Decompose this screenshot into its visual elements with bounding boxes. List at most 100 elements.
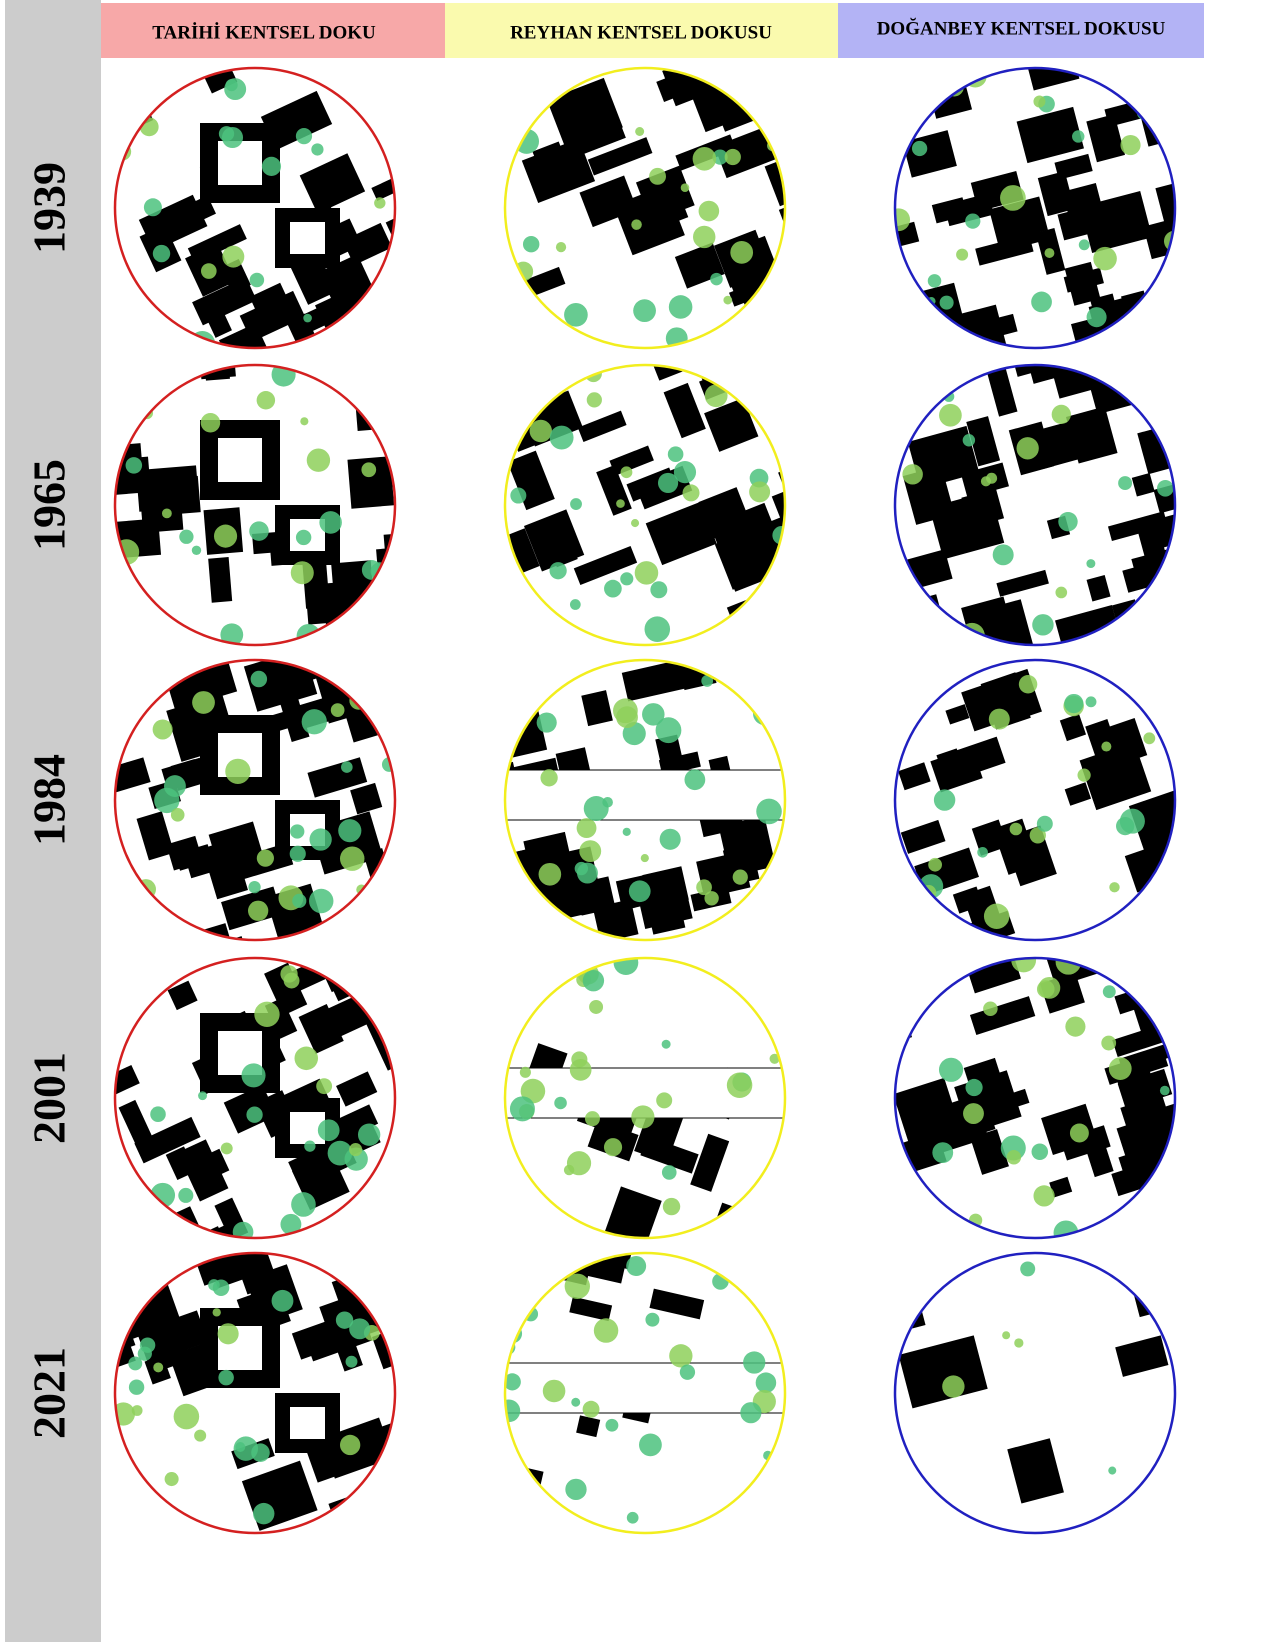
tree [667, 446, 684, 463]
building [1103, 322, 1134, 348]
building [971, 819, 1008, 856]
tree [992, 544, 1014, 566]
tree [1085, 696, 1097, 708]
tree [710, 272, 723, 286]
tree [538, 862, 562, 886]
tree [248, 900, 269, 921]
tree [549, 562, 567, 580]
tree [569, 599, 581, 610]
tree [1065, 1016, 1086, 1037]
building [1128, 786, 1175, 853]
tree [659, 828, 681, 850]
tree [704, 891, 719, 906]
building [903, 1099, 970, 1145]
tree [755, 1372, 777, 1393]
tree [510, 487, 527, 504]
tree [213, 524, 238, 548]
map [115, 660, 395, 940]
tree [360, 690, 370, 701]
header-cell [445, 3, 838, 58]
building [718, 816, 776, 877]
header-cell [838, 3, 1204, 58]
tree [767, 372, 785, 396]
tree [712, 149, 728, 165]
tree [726, 1072, 753, 1098]
tree [1018, 674, 1038, 694]
tree [115, 1183, 136, 1206]
building [1155, 180, 1175, 231]
tree [261, 156, 282, 176]
tree [661, 1039, 671, 1049]
building [604, 1186, 662, 1238]
building [264, 962, 308, 1016]
tree [732, 869, 748, 885]
building [405, 235, 454, 272]
building [996, 569, 1049, 597]
tree [1029, 827, 1046, 844]
map-ring [503, 658, 787, 942]
building [174, 844, 213, 871]
building [961, 685, 995, 732]
building [943, 193, 994, 227]
building [1183, 1109, 1256, 1177]
tree [125, 457, 143, 474]
tree [639, 1433, 662, 1457]
tree [1078, 239, 1090, 251]
tree [1055, 586, 1068, 599]
building [764, 154, 785, 207]
tree [1101, 741, 1112, 752]
building [945, 704, 970, 725]
tree [1127, 904, 1148, 925]
tree [355, 1495, 380, 1520]
tree [963, 68, 987, 88]
tree [669, 1344, 693, 1368]
building [378, 607, 395, 645]
tree [349, 1143, 363, 1157]
building [966, 416, 1001, 467]
tree [748, 984, 766, 1003]
building [390, 878, 395, 912]
tree [983, 903, 1010, 929]
tree [906, 613, 929, 636]
building [780, 537, 785, 566]
tree [291, 1192, 316, 1217]
tree [896, 1287, 912, 1304]
map [895, 958, 1256, 1238]
building [347, 456, 395, 509]
tree [1151, 962, 1173, 983]
tree [139, 117, 159, 137]
building [794, 223, 846, 282]
building [970, 1129, 1009, 1175]
map [115, 1253, 395, 1533]
tree [684, 769, 706, 791]
tree [589, 1000, 604, 1014]
tree [897, 335, 915, 348]
tree [296, 624, 321, 645]
tree [248, 880, 261, 894]
tree [164, 775, 186, 798]
tree [1108, 1466, 1117, 1475]
map [505, 365, 785, 645]
building [1155, 299, 1175, 347]
tree [613, 958, 639, 975]
tree [933, 789, 956, 811]
tree [903, 365, 930, 381]
tree [620, 572, 634, 586]
building [724, 959, 753, 988]
tree [1014, 1338, 1024, 1348]
building [568, 108, 626, 156]
building [1050, 365, 1102, 399]
tree [179, 529, 194, 544]
column-title: REYHAN KENTSEL DOKUSU [510, 22, 772, 43]
tree [616, 706, 638, 729]
courtyard [218, 438, 262, 482]
tree [980, 476, 992, 487]
tree [584, 1111, 600, 1127]
building [577, 410, 627, 442]
courtyard [290, 222, 325, 254]
year-label: 2001 [24, 1052, 75, 1144]
tree [271, 1289, 294, 1312]
tree [292, 893, 307, 908]
building [376, 546, 395, 602]
